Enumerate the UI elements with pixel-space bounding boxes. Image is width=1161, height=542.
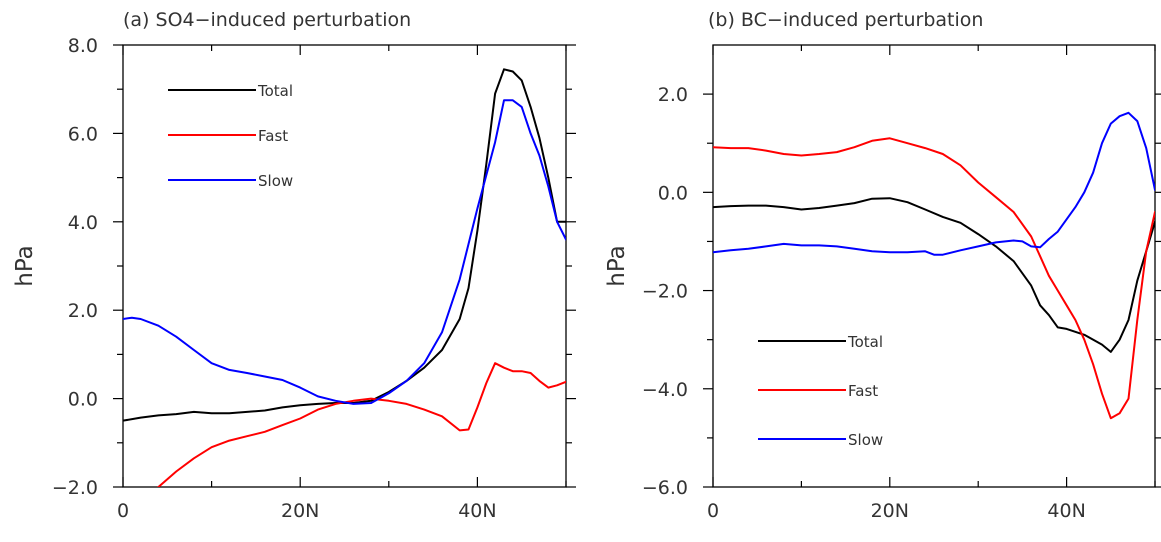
y-tick-label: 2.0 (658, 84, 688, 106)
y-tick-label: 2.0 (68, 300, 98, 322)
y-tick-label: −2.0 (642, 281, 688, 303)
y-tick-label: 0.0 (658, 182, 688, 204)
x-tick-label: 0 (117, 500, 129, 522)
y-tick-label: 6.0 (68, 123, 98, 145)
x-tick-label: 20N (281, 500, 319, 522)
x-tick-label: 20N (871, 500, 909, 522)
chart-title: (a) SO4−induced perturbation (123, 9, 411, 31)
y-axis-label: hPa (604, 245, 630, 287)
x-tick-label: 0 (707, 500, 719, 522)
series-line-fast (713, 137, 1155, 420)
y-tick-label: 8.0 (68, 35, 98, 57)
y-axis-label: hPa (12, 245, 38, 287)
y-tick-label: 4.0 (68, 212, 98, 234)
series-line-total (713, 197, 1155, 353)
x-tick-label: 40N (1047, 500, 1085, 522)
x-tick-label: 40N (458, 500, 496, 522)
plot-frame (712, 44, 1156, 488)
legend-label-slow: Slow (848, 431, 883, 449)
y-tick-label: 0.0 (68, 389, 98, 411)
y-tick-label: −4.0 (642, 379, 688, 401)
plot-frame (122, 44, 567, 488)
panel-bc: (b) BC−induced perturbation hPa −6.0 −4.0 −2… (604, 9, 1161, 522)
legend-label-total: Total (257, 82, 293, 100)
legend-label-fast: Fast (258, 127, 288, 145)
panel-so4: (a) SO4−induced perturbation hPa −2.0 0.0 2.… (12, 9, 576, 522)
legend-label-slow: Slow (258, 172, 293, 190)
chart-title: (b) BC−induced perturbation (708, 9, 983, 31)
legend-label-total: Total (847, 333, 883, 351)
legend-label-fast: Fast (848, 382, 878, 400)
y-tick-label: −6.0 (642, 477, 688, 499)
series-line-slow (123, 99, 566, 405)
y-tick-label: −2.0 (52, 477, 98, 499)
series-line-slow (713, 111, 1155, 256)
series-line-fast (157, 362, 566, 487)
